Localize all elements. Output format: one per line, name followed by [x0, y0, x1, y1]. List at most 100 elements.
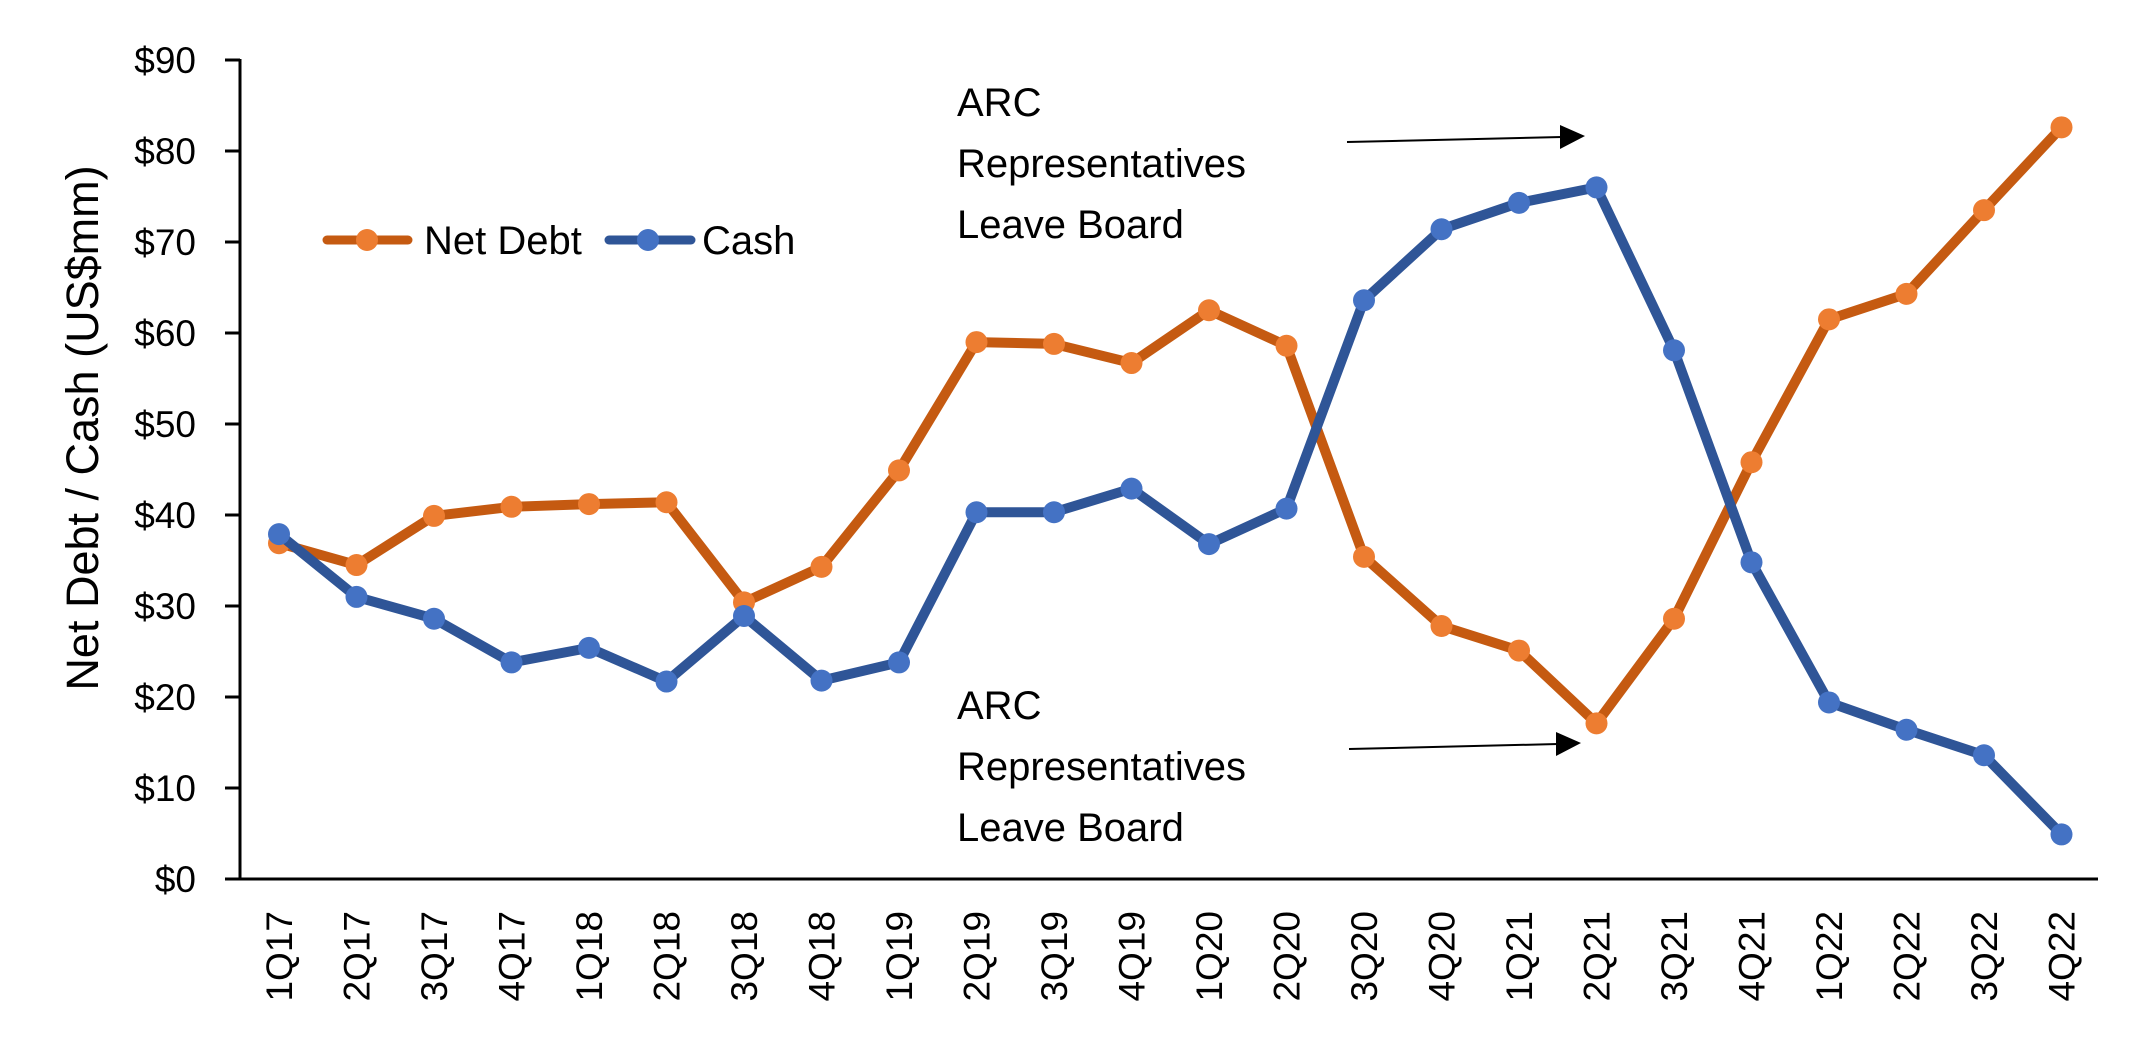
x-tick-label: 4Q18 [802, 911, 843, 1002]
cash-line [274, 182, 2067, 840]
net-debt-data-point[interactable] [1508, 639, 1530, 662]
x-tick-label: 1Q18 [569, 911, 610, 1002]
x-tick-label: 4Q19 [1112, 911, 1153, 1002]
y-tick-label: $60 [134, 313, 196, 354]
series-layer [268, 116, 2073, 846]
y-tick-label: $90 [134, 40, 196, 81]
net-debt-data-point[interactable] [1430, 615, 1453, 638]
cash-data-point[interactable] [1585, 176, 1608, 199]
legend: Net Debt Cash [322, 219, 795, 263]
cash-data-point[interactable] [1973, 744, 1995, 767]
cash-data-point[interactable] [655, 670, 678, 693]
x-tick-label: 1Q22 [1809, 911, 1850, 1002]
cash-data-point[interactable] [733, 605, 755, 628]
net-debt-data-point[interactable] [500, 495, 523, 518]
x-tick-label: 1Q21 [1499, 911, 1540, 1002]
net-debt-data-point[interactable] [1043, 332, 1065, 355]
y-tick-label: $80 [134, 131, 196, 172]
cash-data-point[interactable] [2050, 823, 2073, 846]
annotation-lower-arrow-shaft [1348, 743, 1559, 750]
cash-data-point[interactable] [1740, 551, 1763, 574]
cash-data-point[interactable] [1895, 718, 1918, 741]
cash-data-point[interactable] [1353, 289, 1375, 312]
net-debt-data-point[interactable] [423, 504, 445, 527]
cash-data-point[interactable] [965, 501, 988, 524]
y-tick-label: $50 [134, 404, 196, 445]
cash-data-point[interactable] [1043, 501, 1065, 524]
y-axis-ticks: $0 $10 $20 $30 $40 $50 $60 $70 $80 $90 [134, 40, 240, 900]
y-tick-label: $40 [134, 495, 196, 536]
cash-data-point[interactable] [1508, 191, 1530, 214]
x-tick-label: 2Q21 [1577, 911, 1618, 1002]
cash-data-point[interactable] [810, 669, 833, 692]
x-tick-label: 4Q20 [1422, 911, 1463, 1002]
y-tick-label: $0 [155, 859, 196, 900]
y-axis-title: Net Debt / Cash (US$mm) [57, 165, 108, 690]
y-tick-label: $30 [134, 586, 196, 627]
legend-label-cash: Cash [702, 219, 795, 263]
cash-data-point[interactable] [268, 523, 290, 546]
cash-data-point[interactable] [423, 607, 445, 630]
net-debt-data-point[interactable] [345, 554, 368, 577]
annotation-lower-line-2: Representatives [957, 745, 1246, 789]
legend-item-cash[interactable]: Cash [604, 219, 795, 263]
y-tick-label: $20 [134, 677, 196, 718]
cash-data-point[interactable] [578, 636, 600, 659]
x-tick-label: 2Q18 [647, 911, 688, 1002]
x-tick-label: 4Q17 [492, 911, 533, 1002]
net-debt-data-point[interactable] [810, 555, 833, 578]
cash-legend-marker-icon [637, 229, 659, 251]
legend-item-net-debt[interactable]: Net Debt [322, 219, 582, 263]
x-tick-label: 3Q21 [1654, 911, 1695, 1002]
x-tick-label: 3Q19 [1034, 911, 1075, 1002]
annotation-lower: ARC Representatives Leave Board [957, 684, 1581, 850]
net-debt-legend-marker-icon [356, 229, 378, 251]
cash-data-point[interactable] [1818, 691, 1840, 714]
x-tick-label: 1Q20 [1189, 911, 1230, 1002]
annotation-lower-arrowhead-icon [1556, 732, 1581, 756]
cash-data-point[interactable] [1275, 497, 1298, 520]
net-debt-data-point[interactable] [2050, 116, 2073, 139]
net-debt-data-point[interactable] [655, 491, 678, 514]
net-debt-data-point[interactable] [1818, 308, 1840, 331]
y-tick-label: $10 [134, 768, 196, 809]
annotation-upper-line-1: ARC [957, 81, 1041, 125]
x-tick-label: 3Q17 [414, 911, 455, 1002]
net-debt-data-point[interactable] [1585, 712, 1608, 735]
net-debt-data-point[interactable] [1198, 299, 1220, 322]
net-debt-data-point[interactable] [578, 493, 600, 516]
cash-data-point[interactable] [345, 585, 368, 608]
x-tick-label: 1Q17 [259, 911, 300, 1002]
x-tick-label: 2Q22 [1887, 911, 1928, 1002]
cash-data-point[interactable] [500, 651, 523, 674]
series-cash [268, 176, 2073, 846]
cash-data-point[interactable] [1198, 533, 1220, 556]
annotation-lower-line-3: Leave Board [957, 806, 1184, 850]
x-tick-label: 2Q17 [337, 911, 378, 1002]
x-tick-label: 4Q22 [2042, 911, 2083, 1002]
annotation-upper: ARC Representatives Leave Board [957, 81, 1585, 247]
cash-data-point[interactable] [888, 651, 910, 674]
cash-data-point[interactable] [1430, 218, 1453, 241]
x-tick-label: 2Q19 [957, 911, 998, 1002]
net-debt-data-point[interactable] [1895, 282, 1918, 305]
net-debt-data-point[interactable] [1740, 451, 1763, 474]
x-tick-label: 3Q18 [724, 911, 765, 1002]
net-debt-data-point[interactable] [1663, 607, 1685, 630]
cash-data-point[interactable] [1120, 477, 1143, 500]
x-tick-label: 1Q19 [879, 911, 920, 1002]
cash-data-point[interactable] [1663, 339, 1685, 362]
x-tick-label: 3Q20 [1344, 911, 1385, 1002]
annotation-upper-arrowhead-icon [1560, 125, 1585, 149]
net-debt-data-point[interactable] [888, 459, 910, 482]
annotation-upper-arrow-shaft [1346, 136, 1563, 143]
net-debt-data-point[interactable] [1275, 334, 1298, 357]
net-debt-data-point[interactable] [1353, 545, 1375, 568]
y-tick-label: $70 [134, 222, 196, 263]
net-debt-data-point[interactable] [1120, 352, 1143, 375]
net-debt-data-point[interactable] [1973, 199, 1995, 222]
x-tick-label: 4Q21 [1732, 911, 1773, 1002]
legend-label-net-debt: Net Debt [424, 219, 582, 263]
net-debt-data-point[interactable] [965, 331, 988, 354]
